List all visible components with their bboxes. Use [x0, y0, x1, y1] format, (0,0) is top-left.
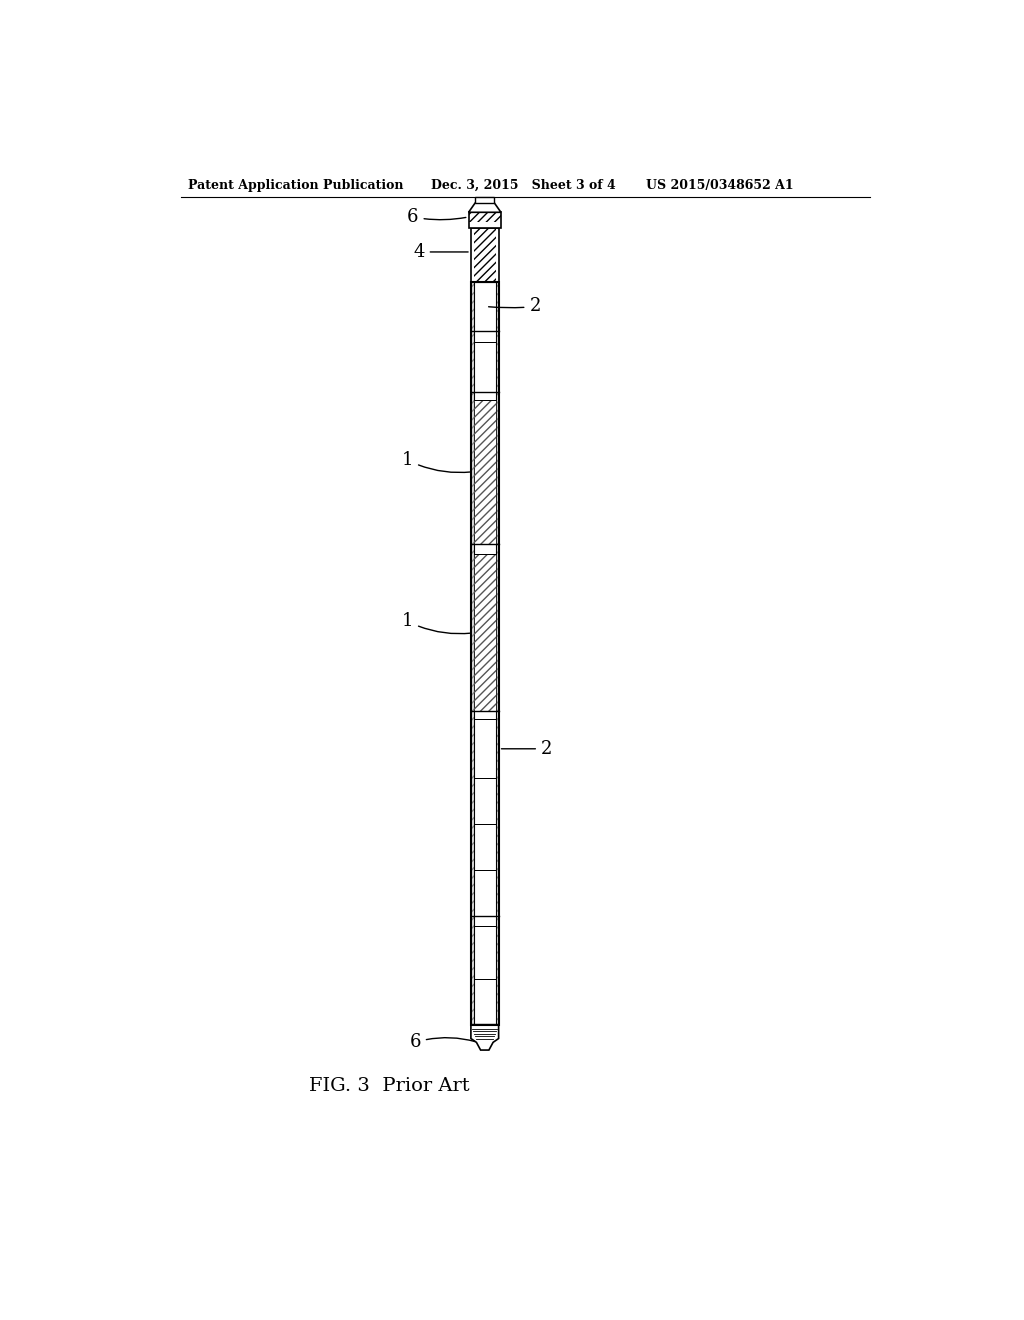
- Text: FIG. 3  Prior Art: FIG. 3 Prior Art: [309, 1077, 470, 1096]
- Bar: [474, 554, 496, 711]
- Bar: [474, 400, 496, 544]
- Bar: [475, 197, 495, 203]
- Text: Patent Application Publication: Patent Application Publication: [188, 178, 403, 191]
- Text: 4: 4: [414, 243, 468, 261]
- Bar: [469, 213, 501, 222]
- Bar: [474, 400, 496, 544]
- Bar: [471, 281, 474, 1024]
- Text: 6: 6: [408, 209, 466, 226]
- Bar: [471, 281, 474, 1024]
- Bar: [496, 281, 499, 1024]
- Bar: [474, 281, 496, 1024]
- Text: 1: 1: [401, 612, 471, 634]
- Text: 2: 2: [502, 739, 552, 758]
- Text: 6: 6: [410, 1034, 475, 1051]
- Bar: [496, 281, 499, 1024]
- Text: US 2015/0348652 A1: US 2015/0348652 A1: [646, 178, 794, 191]
- Bar: [469, 213, 501, 227]
- Bar: [471, 227, 499, 281]
- Text: 1: 1: [401, 451, 471, 473]
- Bar: [474, 227, 496, 281]
- Bar: [474, 554, 496, 711]
- Text: 2: 2: [488, 297, 541, 315]
- Bar: [471, 281, 499, 1024]
- Polygon shape: [469, 203, 501, 213]
- Polygon shape: [471, 1024, 499, 1051]
- Text: Dec. 3, 2015   Sheet 3 of 4: Dec. 3, 2015 Sheet 3 of 4: [431, 178, 615, 191]
